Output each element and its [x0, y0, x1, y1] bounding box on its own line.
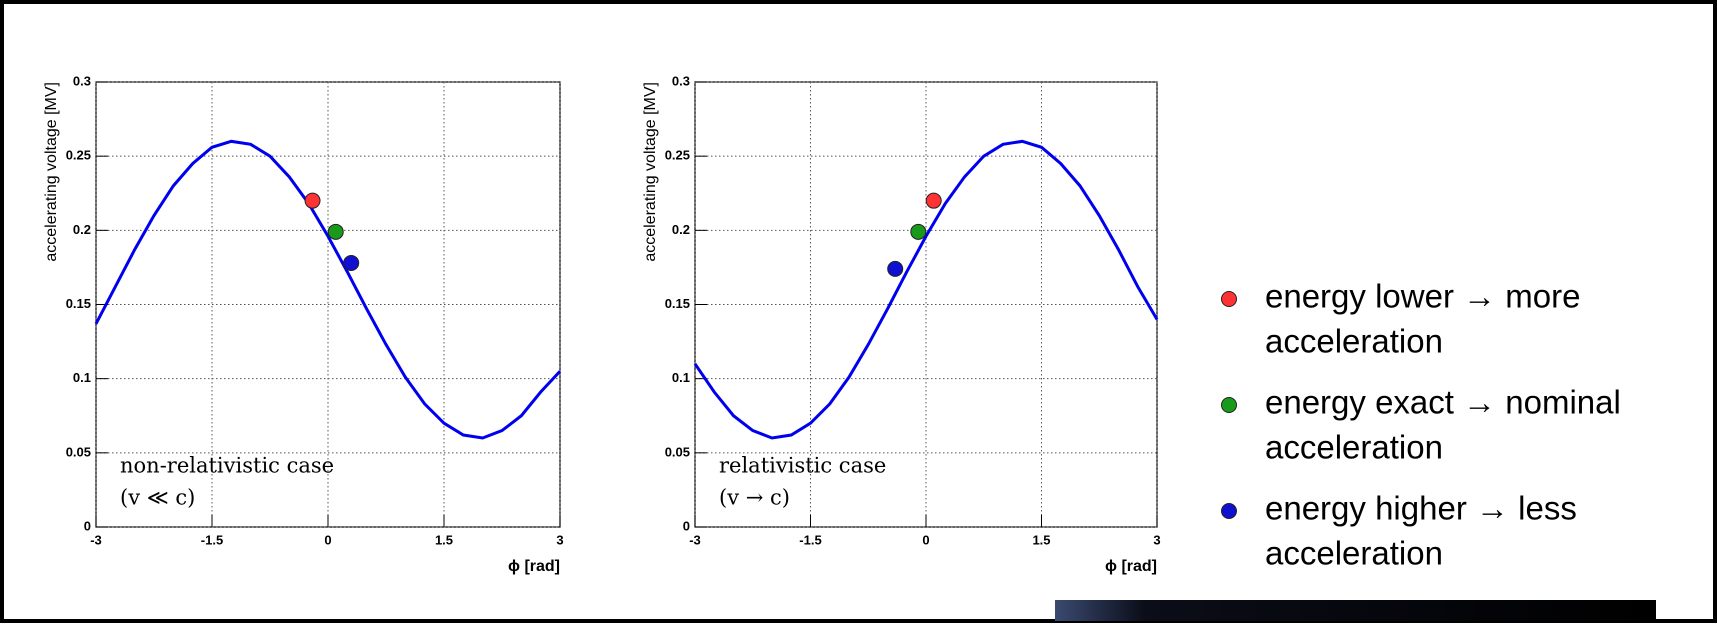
y-tick-label: 0.25 — [665, 148, 690, 163]
legend-dot — [1221, 397, 1237, 413]
legend-dot — [1221, 291, 1237, 307]
y-axis-label: accelerating voltage [MV] — [642, 82, 659, 262]
y-tick-label: 0.05 — [66, 444, 91, 459]
curve — [94, 139, 562, 440]
x-axis-label: ϕ [rad] — [508, 558, 560, 575]
x-tick-label: 3 — [556, 532, 563, 547]
x-tick-label: 0 — [324, 532, 331, 547]
point — [910, 223, 927, 240]
picture — [1055, 600, 1656, 621]
x-tick-label: -3 — [689, 532, 701, 547]
x-tick-label: 1.5 — [435, 532, 453, 547]
y-tick-label: 0.25 — [66, 148, 91, 163]
y-tick-label: 0.1 — [73, 370, 91, 385]
legend-text: energy exact → nominal — [1265, 384, 1621, 421]
point — [304, 192, 321, 209]
legend-text: acceleration — [1265, 535, 1443, 572]
point — [327, 223, 344, 240]
curve — [693, 139, 1159, 440]
point — [925, 192, 942, 209]
point — [343, 254, 360, 271]
legend-dot — [1221, 503, 1237, 519]
y-tick-label: 0.1 — [672, 370, 690, 385]
y-tick-label: 0.15 — [66, 296, 91, 311]
point — [887, 260, 904, 277]
y-tick-label: 0.3 — [73, 73, 91, 88]
x-tick-label: -1.5 — [201, 532, 223, 547]
y-tick-label: 0.2 — [73, 222, 91, 237]
x-tick-label: -1.5 — [799, 532, 821, 547]
x-tick-label: 1.5 — [1032, 532, 1050, 547]
y-tick-label: 0 — [84, 518, 91, 533]
y-axis-label: accelerating voltage [MV] — [43, 82, 60, 262]
legend-text: energy higher → less — [1265, 490, 1577, 527]
legend-text: acceleration — [1265, 429, 1443, 466]
annotation: relativistic case — [719, 454, 886, 478]
x-tick-label: 0 — [922, 532, 929, 547]
legend-text: acceleration — [1265, 323, 1443, 360]
x-tick-label: 3 — [1153, 532, 1160, 547]
y-tick-label: 0 — [683, 518, 690, 533]
x-axis-label: ϕ [rad] — [1105, 558, 1157, 575]
legend-text: energy lower → more — [1265, 278, 1580, 315]
y-tick-label: 0.3 — [672, 73, 690, 88]
annotation: (v ≪ c) — [120, 486, 195, 510]
y-tick-label: 0.15 — [665, 296, 690, 311]
y-tick-label: 0.05 — [665, 444, 690, 459]
annotation: non-relativistic case — [120, 454, 334, 478]
x-tick-label: -3 — [90, 532, 102, 547]
annotation: (v → c) — [719, 486, 790, 510]
y-tick-label: 0.2 — [672, 222, 690, 237]
